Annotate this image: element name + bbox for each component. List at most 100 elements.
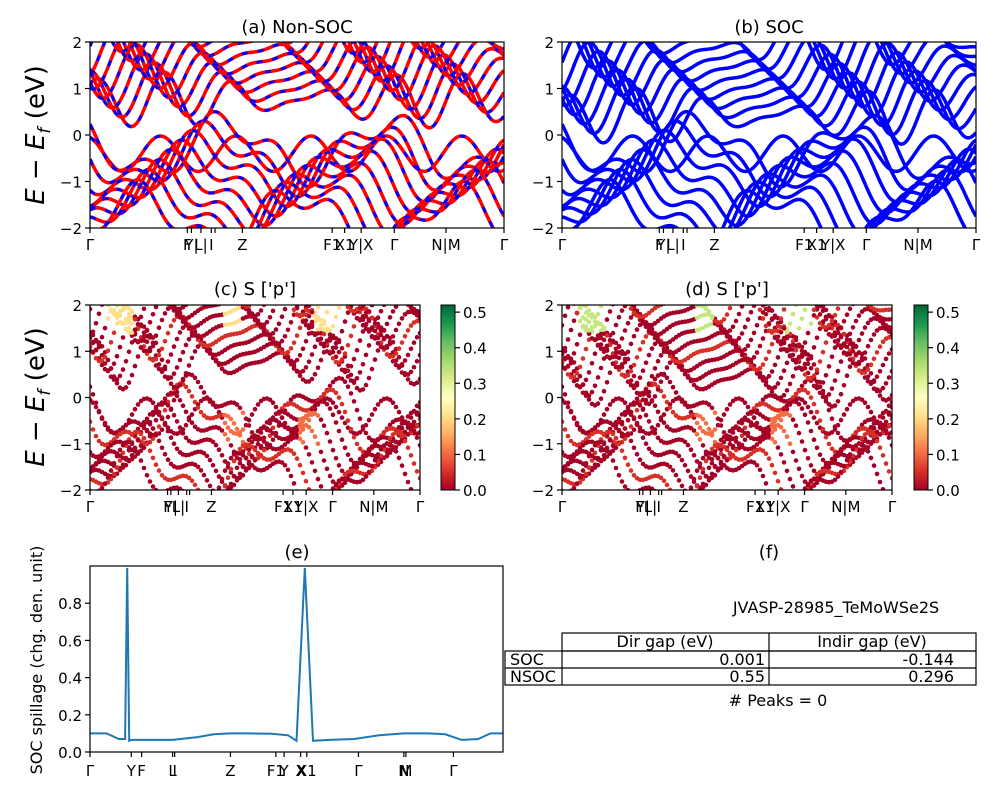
- band-point: [766, 308, 772, 313]
- band-point: [703, 306, 709, 312]
- band-point: [575, 297, 580, 302]
- band-point: [772, 440, 778, 445]
- band-point: [730, 436, 736, 442]
- band-point: [126, 312, 132, 317]
- band-point: [886, 469, 892, 474]
- band-point: [787, 353, 793, 359]
- band-point: [258, 443, 264, 449]
- band-point: [369, 464, 375, 469]
- band-point: [343, 287, 348, 292]
- band-point: [324, 338, 330, 344]
- band-point: [637, 375, 643, 381]
- band-point: [136, 293, 141, 298]
- band-point: [775, 445, 781, 450]
- band-point: [243, 416, 249, 422]
- y-tick-label: 0.4: [58, 670, 82, 688]
- band-point: [403, 298, 408, 303]
- band-point: [322, 502, 327, 507]
- band-point: [655, 387, 661, 392]
- band-point: [835, 368, 841, 374]
- band-point: [325, 260, 330, 265]
- band-point: [829, 386, 835, 391]
- band-point: [811, 401, 817, 407]
- band-point: [117, 344, 123, 350]
- band-point: [803, 285, 808, 290]
- band-point: [739, 352, 745, 358]
- band-point: [655, 435, 661, 441]
- band-point: [270, 430, 276, 436]
- band-point: [393, 404, 399, 410]
- x-tick-label: Y|: [655, 236, 670, 254]
- band-point: [562, 345, 568, 351]
- band-point: [199, 493, 204, 498]
- band-point: [135, 402, 141, 407]
- band-point: [378, 308, 384, 314]
- band-point: [334, 284, 339, 289]
- band-point: [168, 323, 174, 329]
- band-point: [105, 357, 111, 363]
- band-point: [805, 456, 811, 461]
- band-point: [339, 415, 345, 420]
- band-point: [339, 328, 345, 334]
- band-point: [276, 321, 282, 327]
- band-point: [769, 389, 775, 395]
- band-point: [595, 336, 601, 341]
- band-point: [877, 414, 883, 419]
- band-point: [204, 478, 210, 483]
- band-point: [691, 382, 697, 388]
- band-point: [402, 438, 408, 444]
- x-tick-label: Γ: [390, 236, 399, 254]
- band-point: [721, 444, 727, 450]
- band-point: [301, 297, 306, 302]
- y-tick-label: −1: [60, 174, 82, 192]
- band-point: [345, 452, 351, 458]
- band-point: [598, 331, 604, 337]
- band-point: [168, 375, 174, 380]
- band-point: [171, 412, 177, 418]
- band-point: [132, 445, 138, 451]
- band-point: [108, 468, 114, 473]
- band-point: [343, 299, 348, 304]
- band-point: [321, 458, 327, 463]
- band-point: [811, 373, 817, 379]
- band-point: [357, 430, 363, 435]
- band-point: [183, 435, 189, 441]
- band-point: [676, 478, 682, 483]
- band-point: [279, 415, 285, 421]
- band-point: [592, 442, 598, 448]
- band-point: [571, 454, 577, 459]
- band-point: [147, 345, 153, 351]
- band-point: [393, 327, 399, 333]
- band-point: [157, 299, 162, 304]
- band-point: [634, 422, 640, 428]
- band-point: [199, 502, 204, 507]
- band-point: [625, 320, 631, 326]
- band-point: [874, 374, 880, 380]
- band-point: [601, 432, 607, 438]
- band-point: [706, 311, 712, 316]
- band-point: [157, 286, 162, 291]
- panel-b-title: (b) SOC: [734, 17, 803, 38]
- band-point: [823, 373, 829, 378]
- band-point: [135, 438, 141, 443]
- band-point: [766, 349, 772, 355]
- band-point: [352, 292, 357, 297]
- band-point: [126, 448, 132, 453]
- band-point: [342, 445, 348, 451]
- band-point: [114, 453, 120, 459]
- band-point: [177, 383, 183, 388]
- band-point: [370, 278, 375, 283]
- band-point: [159, 357, 165, 363]
- band-point: [357, 338, 363, 343]
- panel-c-colorbar: 0.00.10.20.30.40.5: [440, 304, 487, 500]
- band-point: [610, 361, 616, 366]
- band-point: [664, 375, 670, 381]
- band-point: [808, 376, 814, 382]
- band-point: [168, 381, 174, 387]
- band-point: [165, 330, 171, 336]
- band-point: [156, 424, 162, 429]
- band-point: [117, 447, 123, 453]
- band-point: [562, 313, 568, 319]
- band-point: [865, 439, 871, 445]
- band-point: [171, 391, 177, 396]
